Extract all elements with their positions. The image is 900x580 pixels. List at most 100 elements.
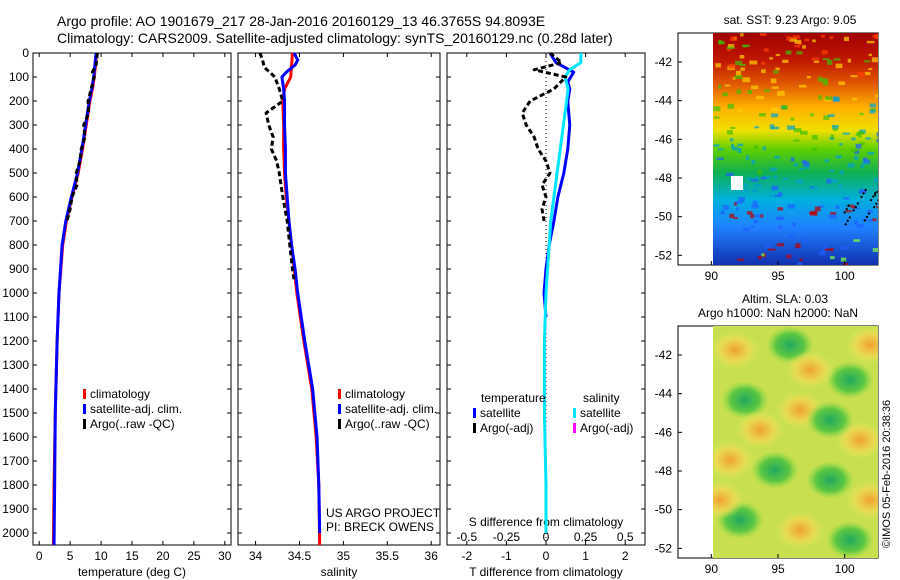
series-line	[258, 52, 296, 282]
sla-texture	[846, 481, 878, 519]
y-tick-label: 1400	[2, 382, 29, 396]
sla-texture	[721, 381, 769, 419]
sst-texture	[754, 214, 761, 218]
sst-texture	[869, 219, 873, 222]
sst-texture	[737, 143, 744, 147]
sst-texture	[746, 176, 752, 181]
y-tick-label: 2000	[2, 526, 29, 540]
sst-texture	[863, 210, 872, 222]
sst-texture	[855, 143, 862, 149]
sst-texture	[792, 222, 796, 227]
sst-texture	[811, 147, 817, 152]
sst-texture	[770, 78, 777, 84]
sst-texture	[743, 227, 750, 232]
sst-texture	[774, 155, 780, 159]
sst-texture	[854, 155, 859, 161]
sst-texture	[842, 262, 849, 265]
sla-texture	[846, 326, 878, 364]
sst-texture	[809, 186, 814, 189]
sst-texture	[750, 85, 759, 90]
sst-texture	[856, 224, 864, 228]
s-tick-label: 0.25	[574, 530, 598, 544]
sst-texture	[772, 175, 778, 179]
sst-texture	[730, 126, 736, 130]
x-axis-label: salinity	[321, 565, 358, 579]
sst-texture	[727, 103, 734, 109]
x-axis-label: T difference from climatology	[469, 565, 623, 579]
sst-texture	[777, 192, 783, 197]
sst-texture	[866, 40, 875, 44]
sst-texture	[830, 134, 834, 139]
sst-texture	[790, 117, 795, 121]
sst-texture	[810, 113, 814, 117]
sst-texture	[726, 46, 735, 50]
sst-texture	[813, 186, 818, 191]
sst-texture	[876, 132, 878, 137]
sst-texture	[746, 211, 753, 215]
sst-texture	[777, 207, 784, 211]
sst-texture	[821, 50, 828, 55]
sst-texture	[835, 63, 843, 69]
sst-texture	[713, 144, 720, 147]
series-line	[52, 52, 98, 546]
sst-texture	[737, 109, 742, 112]
sst-texture	[838, 184, 843, 188]
sst-texture	[869, 190, 878, 202]
sst-texture	[843, 197, 850, 200]
map-y-tick-label: -48	[655, 464, 673, 478]
sst-texture	[795, 243, 801, 249]
sst-texture	[844, 203, 851, 207]
sla-texture	[751, 451, 799, 489]
sst-texture	[803, 238, 809, 243]
sst-texture	[776, 217, 784, 220]
y-tick-label: 0	[22, 46, 29, 60]
sst-texture	[715, 63, 721, 68]
s-tick-label: 0	[543, 530, 550, 544]
sst-texture	[869, 103, 876, 108]
x-tick-label: 35.5	[376, 549, 400, 563]
sst-texture	[716, 157, 724, 161]
map-x-tick-label: 95	[771, 562, 785, 576]
sst-texture	[874, 177, 878, 183]
sst-texture	[774, 194, 780, 197]
sst-texture	[806, 75, 811, 79]
sst-texture	[759, 113, 766, 117]
sst-texture	[746, 155, 750, 161]
sla-heatmap	[713, 326, 878, 558]
temperature-panel: 0100200300400500600700800900100011001200…	[2, 46, 232, 579]
sla-map-subtitle: Argo h1000: NaN h2000: NaN	[698, 306, 858, 320]
sst-texture	[835, 205, 840, 210]
legend-title: salinity	[583, 391, 620, 405]
sst-texture	[838, 81, 845, 86]
sst-texture	[832, 96, 839, 102]
sst-texture	[754, 183, 763, 188]
sst-texture	[738, 197, 745, 202]
sst-texture	[854, 150, 860, 154]
sst-texture	[751, 159, 756, 165]
sst-texture	[775, 67, 780, 71]
sst-texture	[739, 54, 745, 59]
sst-texture	[775, 53, 780, 56]
sst-texture	[858, 132, 862, 138]
sst-texture	[822, 246, 827, 251]
sst-texture	[730, 143, 735, 149]
map-y-tick-label: -52	[655, 541, 673, 555]
map-y-tick-label: -46	[655, 132, 673, 146]
x-tick-label: 25	[187, 549, 201, 563]
sst-texture	[794, 45, 800, 48]
x-tick-label: 15	[125, 549, 139, 563]
s-tick-label: -0.25	[493, 530, 521, 544]
x-tick-label: 35	[337, 549, 351, 563]
sst-texture	[856, 131, 865, 135]
sst-texture	[823, 81, 829, 86]
sst-texture	[771, 86, 779, 89]
sst-texture	[865, 137, 871, 140]
sst-texture	[861, 161, 869, 165]
sst-texture	[743, 45, 747, 48]
x-tick-label: 2	[622, 549, 629, 563]
sst-texture	[782, 177, 788, 180]
sst-texture	[829, 212, 837, 215]
sst-texture	[844, 214, 853, 226]
sst-texture	[741, 189, 749, 193]
